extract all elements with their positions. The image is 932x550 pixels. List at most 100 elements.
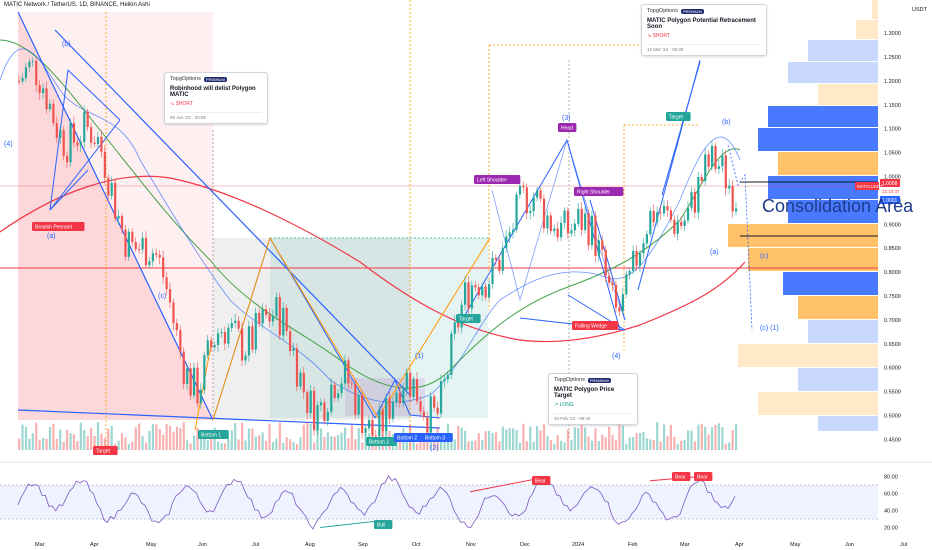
volume-bar	[573, 427, 576, 450]
candle-body	[234, 320, 237, 323]
candle-body	[371, 420, 374, 436]
candle-body	[642, 243, 645, 254]
volume-bar	[151, 424, 154, 450]
candle-body	[210, 340, 213, 348]
volume-bar	[642, 432, 645, 450]
candle-body	[676, 221, 679, 234]
candle-body	[560, 222, 563, 238]
volume-bar	[457, 426, 460, 450]
candle-body	[261, 309, 264, 324]
price-tick: 1.2000	[884, 79, 901, 85]
bottom1-label: Bottom 1	[201, 433, 221, 439]
candle-body	[395, 392, 398, 403]
volume-bar	[621, 425, 624, 450]
candle-body	[429, 396, 432, 433]
candle-body	[463, 282, 467, 305]
volume-bar	[560, 440, 563, 450]
candle-body	[680, 221, 683, 226]
candle-body	[542, 198, 546, 229]
bear-label-2: Bear	[675, 475, 686, 481]
volume-bar	[693, 441, 697, 450]
candle-body	[131, 231, 134, 243]
price-tick: 1.2500	[884, 55, 901, 61]
wave-label: (a)	[710, 249, 719, 256]
candle-body	[556, 228, 559, 238]
volume-bar	[275, 438, 278, 450]
candle-body	[652, 210, 655, 223]
bear-label-3-bg	[694, 472, 713, 481]
volume-bar	[196, 427, 199, 450]
bottom2-label: Bottom 2	[369, 440, 389, 446]
premium-badge: PREMIUM	[587, 377, 611, 383]
volume-bar	[278, 422, 281, 450]
volume-bar	[590, 440, 594, 450]
candle-body	[282, 307, 285, 336]
volume-bar	[347, 438, 350, 450]
volume-bar	[148, 430, 151, 450]
volume-bar	[258, 435, 261, 450]
bottom3-label-bg	[422, 433, 453, 442]
volume-bar	[508, 428, 511, 450]
candle-body	[72, 123, 76, 143]
candle-body	[419, 401, 422, 412]
candle-body	[391, 402, 395, 419]
volume-bar	[477, 433, 480, 450]
candle-body	[265, 309, 268, 315]
candle-body	[693, 191, 697, 213]
volume-bar	[299, 437, 302, 450]
time-tick: Jun	[198, 542, 207, 548]
time-tick: May	[790, 542, 801, 548]
candle-body	[38, 85, 41, 94]
candle-body	[206, 340, 209, 356]
volume-profile-bar	[758, 392, 878, 415]
candle-body	[409, 372, 412, 397]
volume-bar	[512, 428, 515, 450]
price-tick: 0.7000	[884, 318, 901, 324]
volume-bar	[340, 432, 343, 450]
candle-body	[697, 177, 700, 213]
idea-date: 09 Jun '23 · 20:05	[170, 112, 262, 120]
volume-profile-bar	[788, 200, 878, 223]
currency-label: USDT	[912, 7, 928, 13]
volume-bar	[120, 433, 124, 450]
candle-body	[378, 409, 381, 437]
time-tick: Apr	[90, 542, 99, 548]
time-tick: Feb	[628, 542, 637, 548]
volume-bar	[487, 430, 491, 450]
candle-body	[364, 428, 367, 434]
idea-card-retracement[interactable]: TopgOptions PREMIUM MATIC Polygon Potenti…	[641, 4, 767, 56]
idea-card-price-target[interactable]: TopgOptions PREMIUM MATIC Polygon Price T…	[548, 373, 638, 425]
candle-body	[453, 322, 456, 334]
volume-bar	[463, 430, 467, 450]
candle-body	[450, 333, 453, 375]
candle-body	[501, 248, 504, 271]
candle-body	[536, 190, 539, 198]
volume-bar	[649, 439, 652, 450]
candle-body	[433, 396, 436, 408]
volume-bar	[525, 441, 528, 450]
candle-body	[117, 216, 120, 219]
candle-body	[299, 372, 302, 387]
volume-bar	[611, 434, 614, 450]
volume-bar	[237, 439, 240, 450]
volume-bar	[48, 426, 52, 450]
candle-body	[721, 155, 724, 167]
candle-body	[601, 240, 604, 250]
bear-label-1: Bear	[535, 479, 546, 485]
idea-card-robinhood[interactable]: TopgOptions PREMIUM Robinhood will delist…	[164, 72, 268, 124]
volume-bar	[350, 424, 353, 450]
candle-body	[220, 332, 223, 334]
head-label: Head	[561, 126, 573, 132]
candle-body	[306, 392, 309, 414]
volume-bar	[168, 425, 172, 450]
volume-bar	[216, 441, 220, 450]
candle-body	[546, 215, 549, 229]
candle-body	[251, 326, 254, 350]
idea-title: MATIC Polygon Potential Retracement Soon	[647, 18, 756, 30]
pattern-line	[49, 169, 89, 211]
candle-body	[313, 390, 316, 431]
candle-body	[216, 333, 220, 346]
head-label-bg	[558, 123, 577, 132]
volume-bar	[220, 443, 223, 450]
volume-bar	[103, 438, 106, 450]
